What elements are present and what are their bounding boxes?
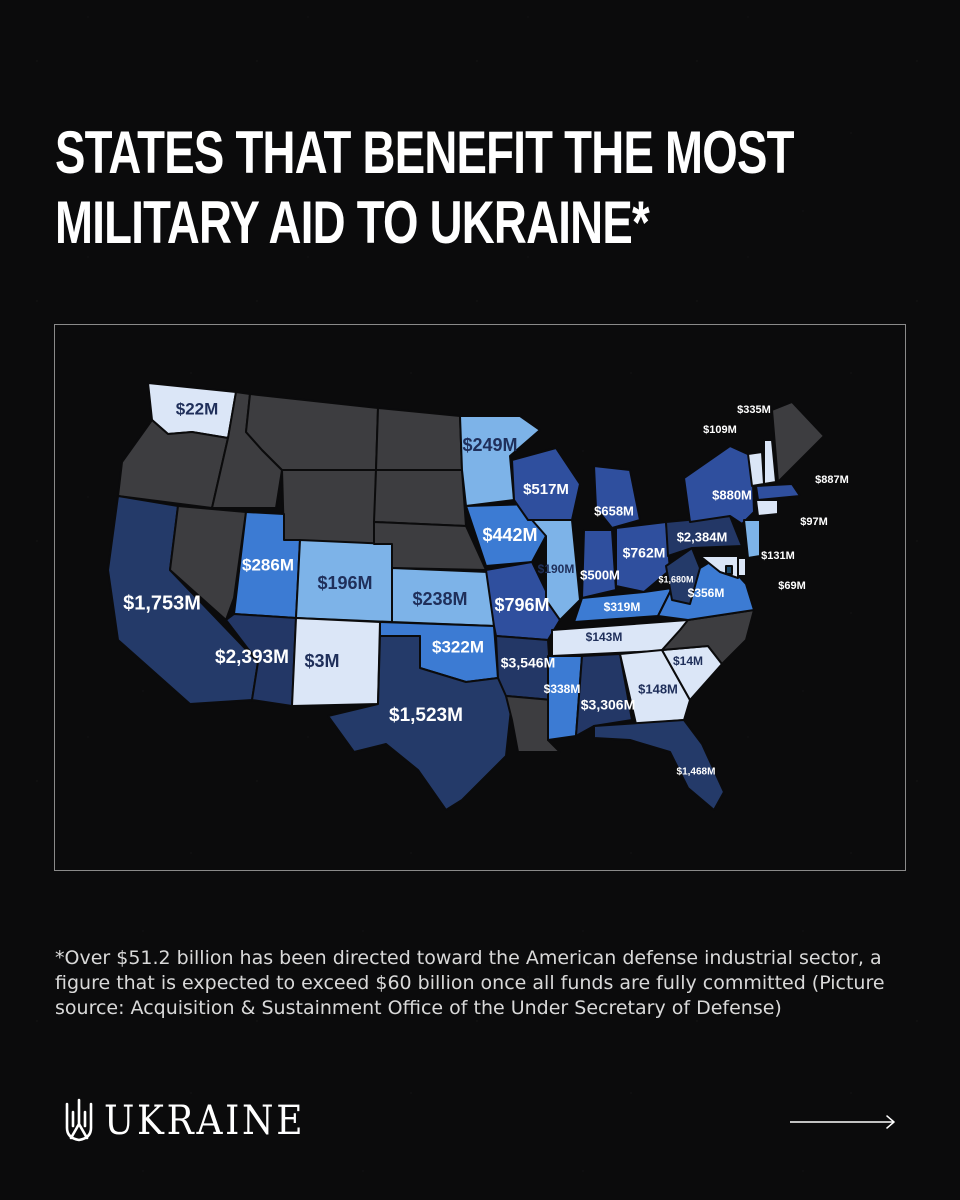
state-label-nm: $3M — [304, 651, 339, 671]
state-label-il: $190M — [538, 562, 575, 576]
state-label-ok: $322M — [432, 637, 484, 656]
state-nd — [375, 407, 463, 471]
state-label-oh: $762M — [623, 545, 666, 561]
state-label-ar: $3,546M — [501, 655, 555, 671]
state-ct — [755, 499, 779, 517]
state-label-nh: $335M — [737, 404, 771, 416]
state-il — [531, 519, 581, 621]
state-oh — [615, 521, 671, 593]
state-nv — [169, 505, 247, 621]
title-line-2: MILITARY AID TO UKRAINE* — [55, 189, 650, 256]
state-nh — [763, 439, 777, 485]
state-label-ut: $286M — [242, 555, 294, 574]
state-label-wa: $22M — [176, 399, 219, 418]
state-label-ky: $319M — [604, 600, 641, 614]
state-label-wv: $1,680M — [658, 574, 693, 584]
state-al — [575, 653, 633, 737]
state-label-tx: $1,523M — [389, 705, 463, 726]
map-frame — [54, 324, 906, 871]
state-label-ca: $1,753M — [123, 592, 201, 614]
state-label-pa: $2,384M — [677, 529, 728, 544]
brand-wordmark: UKRAINE — [104, 1098, 306, 1144]
ukraine-logo: UKRAINE — [62, 1096, 328, 1146]
state-nj — [743, 519, 761, 559]
state-sd — [373, 469, 467, 527]
state-ny — [683, 445, 755, 525]
state-ga — [619, 649, 691, 725]
state-label-ga: $148M — [638, 681, 678, 696]
arrow-right-icon[interactable] — [788, 1112, 898, 1132]
state-label-co: $196M — [317, 573, 372, 593]
state-label-wi: $517M — [523, 481, 569, 498]
state-label-al: $3,306M — [581, 697, 635, 713]
page-title: STATES THAT BENEFIT THE MOST MILITARY AI… — [55, 118, 794, 258]
state-in — [581, 529, 617, 599]
state-dc — [725, 565, 733, 575]
state-label-mn: $249M — [462, 435, 517, 455]
state-tx — [327, 635, 513, 811]
title-line-1: STATES THAT BENEFIT THE MOST — [55, 119, 794, 186]
state-label-ms: $338M — [544, 682, 581, 696]
state-label-ia: $442M — [482, 525, 537, 545]
state-label-vt: $109M — [703, 424, 737, 436]
state-label-va: $356M — [688, 586, 725, 600]
state-label-tn: $143M — [586, 630, 623, 644]
state-label-ct: $97M — [800, 516, 828, 528]
state-me — [771, 401, 825, 483]
state-fl — [593, 719, 725, 811]
state-label-md: $69M — [778, 580, 806, 592]
state-label-az: $2,393M — [215, 647, 289, 668]
state-nc — [661, 609, 755, 665]
state-label-in: $500M — [580, 567, 620, 582]
state-label-mo: $796M — [494, 595, 549, 615]
state-mi — [593, 465, 641, 529]
trident-icon — [65, 1098, 93, 1142]
state-vt — [747, 451, 765, 487]
state-de — [737, 557, 747, 577]
state-ma — [755, 483, 801, 501]
state-label-mi: $658M — [594, 503, 634, 518]
state-label-ma: $887M — [815, 474, 849, 486]
state-label-ks: $238M — [412, 589, 467, 609]
state-wv — [665, 547, 701, 605]
state-wy — [281, 469, 377, 545]
state-label-nj: $131M — [761, 550, 795, 562]
state-label-sc: $14M — [673, 654, 703, 668]
state-label-fl: $1,468M — [677, 767, 716, 778]
footnote: *Over $51.2 billion has been directed to… — [55, 947, 885, 1019]
state-label-ny: $880M — [712, 487, 752, 502]
